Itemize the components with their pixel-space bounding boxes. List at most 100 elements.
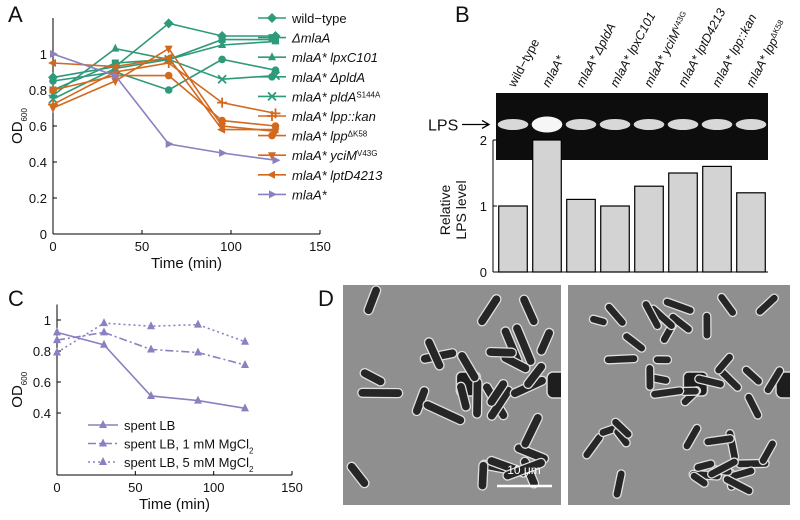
marker <box>164 45 173 54</box>
marker <box>270 70 281 81</box>
cell <box>476 294 502 327</box>
cell <box>693 459 716 473</box>
y-axis-label-part: OD <box>9 385 26 408</box>
cell <box>511 323 536 367</box>
legend-label-part: spent LB, 5 mM MgCl <box>124 455 249 470</box>
marker <box>49 105 57 113</box>
marker <box>111 59 119 67</box>
lane-label-part: mlaA* lpp <box>743 36 780 90</box>
y-tick-label: 0.4 <box>33 406 51 421</box>
lane-label: wild−type <box>505 36 542 90</box>
y-axis-label-part: 600 <box>20 108 29 122</box>
y-axis-label-part: 600 <box>20 371 29 385</box>
marker <box>50 50 58 58</box>
cell <box>359 367 386 387</box>
cell <box>621 331 647 353</box>
legend-label: spent LB, 5 mM MgCl2 <box>124 455 254 474</box>
legend-label-part: mlaA* lpxC101 <box>292 50 378 65</box>
legend-marker <box>268 34 276 42</box>
bar <box>668 172 698 273</box>
panel-letter: C <box>8 286 24 311</box>
marker <box>110 62 119 71</box>
gel-band <box>497 118 529 130</box>
bar <box>532 139 562 273</box>
legend-marker <box>267 170 275 179</box>
marker <box>48 59 56 67</box>
gel-band <box>531 116 563 133</box>
cell <box>536 327 555 356</box>
marker <box>218 36 226 44</box>
lane-label-part: ΔK58 <box>768 18 785 40</box>
cell <box>603 353 639 365</box>
panel-letter: A <box>8 2 23 27</box>
legend-label-part: ΔK58 <box>348 129 368 138</box>
cell <box>706 457 739 479</box>
marker <box>272 156 281 165</box>
legend-marker <box>99 457 107 465</box>
x-axis-label: Time (min) <box>151 255 222 272</box>
cell <box>485 346 518 358</box>
y-axis-label-part: OD <box>9 121 26 144</box>
marker <box>49 77 57 85</box>
lane-label: mlaA* <box>539 52 568 89</box>
marker <box>165 140 174 148</box>
cell <box>722 474 754 496</box>
panel-letter: B <box>455 2 470 27</box>
x-tick-label: 100 <box>220 239 242 254</box>
cell <box>703 434 735 447</box>
y-tick-label: 0.4 <box>29 155 47 170</box>
panel-letter: D <box>318 286 334 311</box>
marker <box>164 71 173 80</box>
series-line <box>52 47 276 133</box>
gel-band <box>565 118 597 130</box>
marker <box>271 66 280 74</box>
cell <box>518 294 539 327</box>
cell <box>689 471 709 488</box>
y-tick-label: 1 <box>40 47 47 62</box>
cell <box>649 386 685 399</box>
marker <box>112 71 121 80</box>
marker <box>147 344 155 353</box>
legend-label-part: mlaA* <box>292 187 328 202</box>
micrograph <box>568 285 790 505</box>
marker <box>194 347 202 356</box>
cell <box>645 363 655 391</box>
legend-label: mlaA* lpxC101 <box>292 50 378 65</box>
y-tick-label: 2 <box>480 133 487 148</box>
micrograph <box>343 285 561 505</box>
gel-band <box>633 118 665 130</box>
marker <box>147 390 155 399</box>
legend-label: mlaA* ΔpldA <box>292 70 365 85</box>
lane-label-part: wild−type <box>505 36 542 90</box>
bar <box>736 192 766 273</box>
legend-marker <box>99 420 107 428</box>
legend-label-part: mlaA* ΔpldA <box>292 70 365 85</box>
legend-marker <box>267 111 277 121</box>
legend-marker <box>268 52 276 61</box>
cell <box>604 302 628 328</box>
gel-arrow <box>462 119 491 130</box>
bar <box>600 205 630 273</box>
legend-label: mlaA* <box>292 187 328 202</box>
legend-label: spent LB <box>124 418 175 433</box>
marker <box>270 125 279 134</box>
cell <box>363 285 382 316</box>
cell <box>755 293 779 317</box>
cell <box>486 378 509 408</box>
cell <box>346 461 370 489</box>
marker <box>100 339 108 348</box>
marker <box>217 74 227 84</box>
cell <box>456 350 480 383</box>
legend-label-part: mlaA* lptD4213 <box>292 168 383 183</box>
x-tick-label: 50 <box>135 239 149 254</box>
x-tick-label: 0 <box>49 239 56 254</box>
cell <box>610 417 633 439</box>
cell <box>741 365 764 386</box>
cell <box>682 423 702 451</box>
y-axis-label: Relative <box>437 185 453 236</box>
legend-label: mlaA* lptD4213 <box>292 168 383 183</box>
scale-bar-label: 10 μm <box>507 463 541 477</box>
cell <box>713 352 735 375</box>
marker <box>100 327 108 336</box>
y-tick-label: 0 <box>480 265 487 280</box>
